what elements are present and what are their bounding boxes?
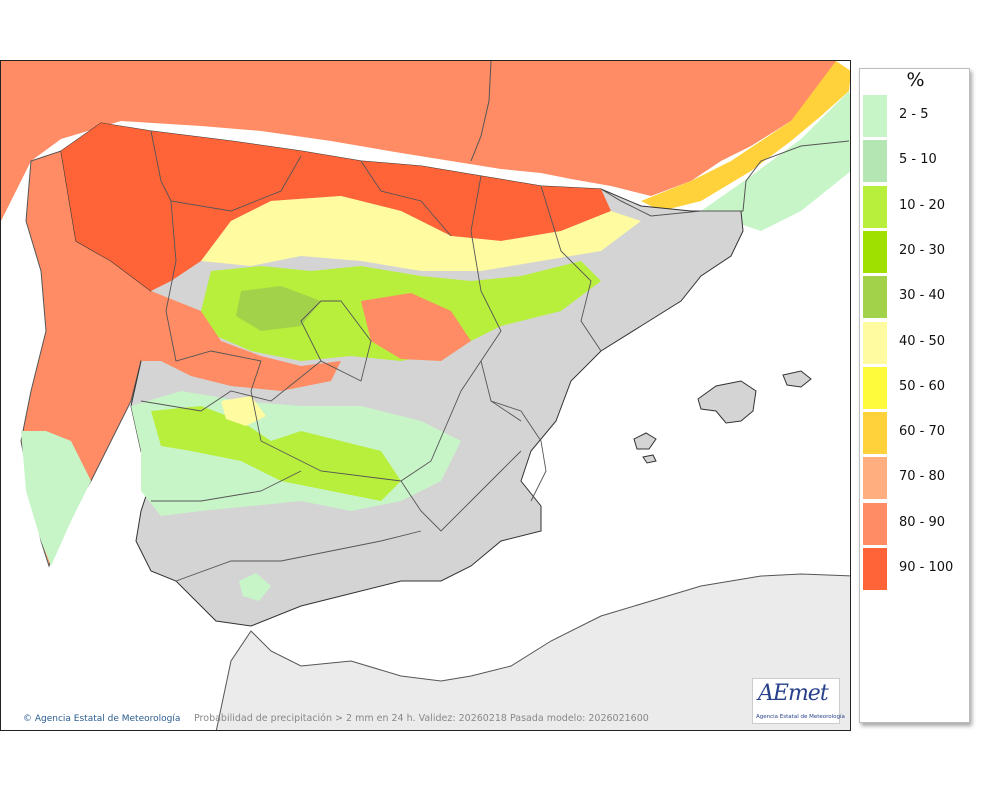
south-green-spot (239, 573, 271, 601)
legend-label: 90 - 100 (899, 560, 954, 575)
west-red-area (141, 291, 341, 391)
legend-label: 10 - 20 (899, 197, 946, 213)
legend-item: 20 - 30 (863, 230, 967, 273)
legend-swatch (863, 140, 887, 183)
sea-high-prob-area (1, 61, 836, 221)
agency-credit: © Agencia Estatal de Meteorología (23, 714, 180, 724)
legend-label: 30 - 40 (899, 288, 946, 304)
legend-swatch (863, 548, 887, 590)
legend-item: 10 - 20 (863, 185, 967, 228)
formentera (642, 454, 657, 464)
legend-swatch (863, 95, 887, 137)
legend-label: 2 - 5 (899, 107, 929, 122)
legend-item: 50 - 60 (863, 366, 967, 409)
agency-credit-text: Agencia Estatal de Meteorología (34, 714, 181, 724)
legend-label: 60 - 70 (899, 424, 946, 440)
legend-swatch (863, 276, 887, 319)
legend-item: 80 - 90 (863, 502, 967, 545)
africa-land (215, 573, 850, 730)
map-canvas (1, 61, 850, 730)
legend-swatch (863, 185, 887, 228)
central-dark-green (236, 286, 321, 331)
ibiza (633, 432, 657, 450)
legend-item: 30 - 40 (863, 276, 967, 319)
aemet-logo: AEmet Agencia Estatal de Meteorología (752, 678, 845, 724)
legend-swatch (863, 230, 887, 273)
north-spain-high-prob (61, 123, 611, 291)
southwest-green (151, 406, 401, 501)
legend-item: 2 - 5 (863, 95, 967, 137)
menorca (782, 370, 812, 388)
legend-swatch (863, 412, 887, 455)
legend-swatch (863, 502, 887, 545)
precipitation-map: © Agencia Estatal de Meteorología Probab… (0, 60, 851, 731)
central-red-area (361, 293, 471, 361)
legend-label: 5 - 10 (899, 152, 937, 168)
legend-panel: % 2 - 5 5 - 10 10 - 20 20 - 30 30 - 40 40 - 5… (859, 68, 970, 723)
legend-item: 70 - 80 (863, 457, 967, 500)
legend-item: 5 - 10 (863, 140, 967, 183)
copyright-icon: © (23, 714, 32, 724)
legend-item: 40 - 50 (863, 321, 967, 364)
southwest-yellow-spot (221, 396, 266, 426)
mallorca (697, 380, 757, 424)
legend-item: 90 - 100 (863, 548, 967, 590)
legend-swatch (863, 366, 887, 409)
aemet-logo-subtitle: Agencia Estatal de Meteorología (756, 714, 845, 720)
legend-swatch (863, 457, 887, 500)
legend-swatch (863, 321, 887, 364)
legend-label: 40 - 50 (899, 333, 946, 349)
sea-green-band (701, 91, 850, 231)
legend-label: 50 - 60 (899, 378, 946, 394)
north-transition-yellow (201, 196, 641, 271)
legend-label: 80 - 90 (899, 514, 946, 530)
legend-item: 60 - 70 (863, 412, 967, 455)
region-borders (140, 130, 602, 582)
sea-transition-band (641, 61, 850, 211)
legend-unit: % (906, 69, 925, 91)
france-border (470, 61, 850, 217)
portugal-south-band (21, 431, 91, 566)
legend-label: 20 - 30 (899, 242, 946, 258)
legend-label: 70 - 80 (899, 469, 946, 485)
aemet-logo-mark: AEmet (758, 681, 829, 706)
map-caption: Probabilidad de precipitación > 2 mm en … (194, 713, 649, 724)
